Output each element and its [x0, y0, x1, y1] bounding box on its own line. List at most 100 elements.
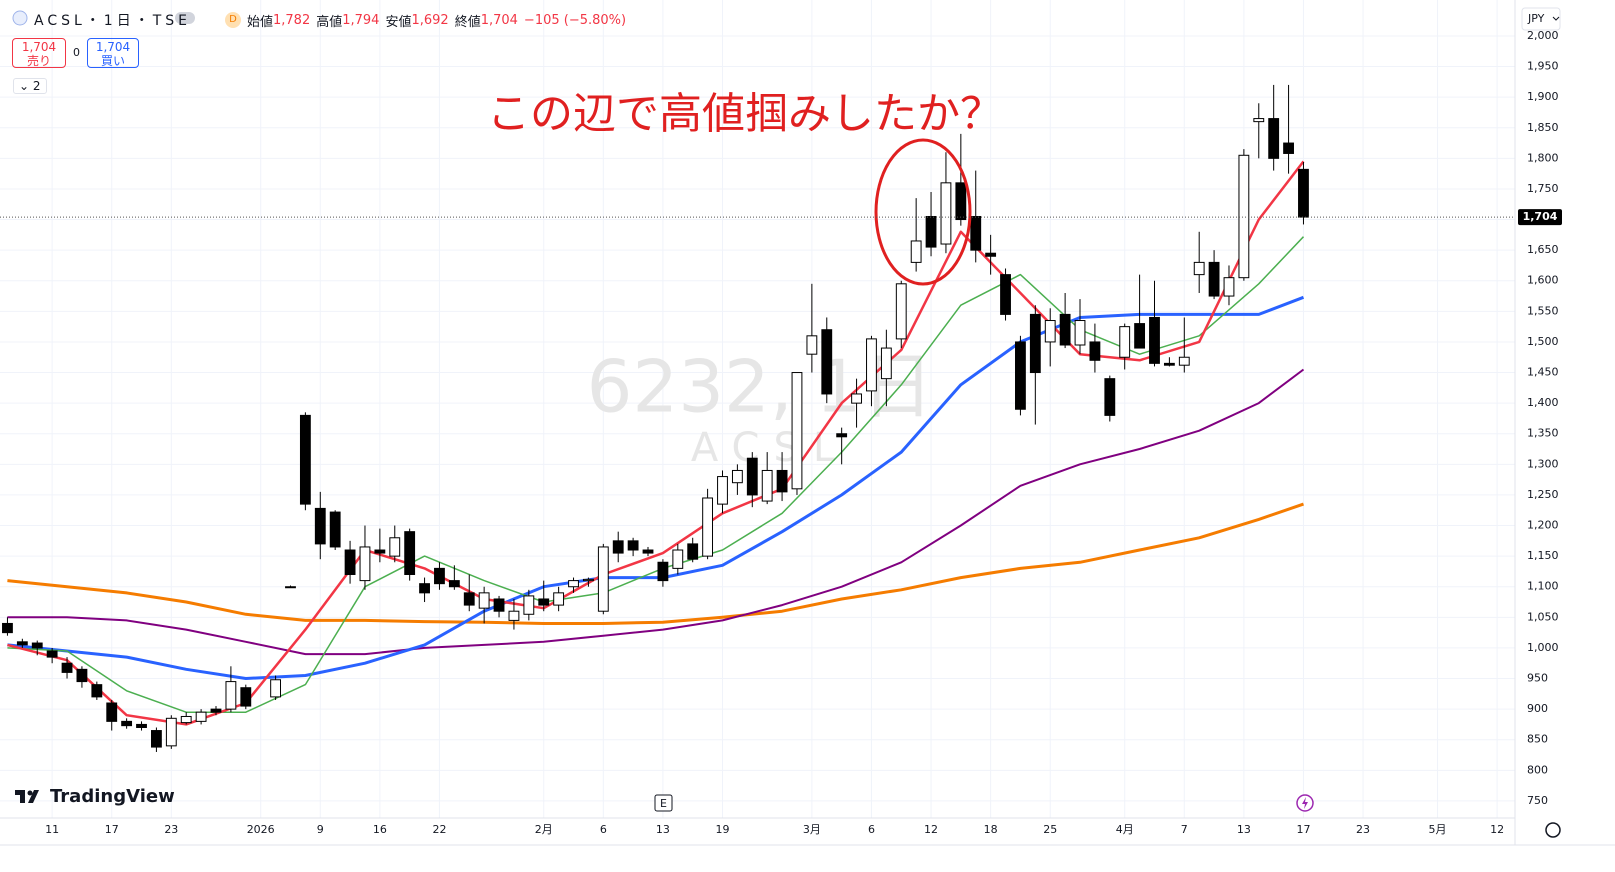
candle-body — [419, 583, 430, 594]
sell-label[interactable]: 売り — [26, 54, 51, 68]
candle-body — [910, 240, 922, 263]
candle-body — [895, 283, 907, 340]
candle-body — [627, 540, 639, 551]
candle-body — [1283, 142, 1294, 154]
x-tick-label: 18 — [984, 823, 998, 836]
y-tick-label: 1,600 — [1527, 274, 1559, 287]
candle-body — [1223, 277, 1235, 297]
currency-chevron — [1552, 16, 1560, 21]
event-marker[interactable]: E — [660, 797, 667, 810]
candle-body — [1208, 261, 1220, 297]
candles — [2, 84, 1309, 752]
candle-body — [702, 497, 714, 557]
candle-body — [76, 668, 88, 683]
brand-logo: TradingView — [15, 786, 175, 807]
candle-body — [880, 347, 892, 380]
candle-body — [1074, 320, 1086, 346]
change: −105 (−5.80%) — [523, 12, 627, 28]
x-tick-label: 12 — [924, 823, 938, 836]
candle-body — [672, 549, 684, 569]
candle-body — [493, 598, 505, 612]
candle-body — [151, 730, 162, 748]
y-tick-label: 1,000 — [1527, 641, 1559, 654]
candle-body — [925, 215, 937, 248]
ohlc-label: 終値 — [454, 14, 481, 30]
logo-dot — [27, 790, 33, 796]
watermark-name: ACSL — [691, 425, 849, 471]
candle-body — [299, 414, 311, 505]
ohlc-label: 安値 — [385, 14, 412, 30]
moving-average-line — [7, 502, 1304, 625]
y-tick-label: 800 — [1527, 763, 1548, 776]
annotation-circle — [874, 138, 972, 286]
x-tick-label: 16 — [373, 823, 387, 836]
candle-body — [940, 182, 952, 245]
x-tick-label: 9 — [317, 823, 324, 836]
candle-body — [61, 662, 73, 673]
candle-body — [136, 723, 147, 728]
x-tick-label: 12 — [1490, 823, 1504, 836]
candle-body — [1193, 261, 1205, 276]
y-tick-label: 1,850 — [1527, 121, 1559, 134]
candle-body — [210, 708, 222, 713]
indicator-toggle[interactable]: ⌄ 2 — [13, 78, 47, 94]
x-tick-label: 17 — [1296, 823, 1310, 836]
candle-body — [285, 586, 296, 589]
buy-button[interactable]: 1,704 買い — [87, 38, 139, 68]
y-tick-label: 850 — [1527, 733, 1548, 746]
candle-body — [46, 650, 58, 658]
candle-body — [195, 711, 207, 722]
currency[interactable]: JPY — [1527, 12, 1545, 25]
candle-body — [1044, 320, 1056, 343]
x-tick-label: 5月 — [1429, 823, 1447, 836]
event-box[interactable] — [654, 794, 673, 812]
symbol: ACSL・1日・TSE — [34, 13, 191, 29]
ohlc-value: 1,782 — [273, 12, 311, 28]
x-tick-label: 22 — [432, 823, 446, 836]
candle-body — [1253, 118, 1265, 123]
y-tick-label: 1,350 — [1527, 427, 1559, 440]
y-tick-label: 1,300 — [1527, 457, 1559, 470]
sell-button[interactable]: 1,704 売り — [12, 38, 66, 68]
x-tick-label: 11 — [45, 823, 59, 836]
currency-button[interactable] — [1521, 7, 1561, 31]
candle-body — [791, 372, 803, 490]
ohlc-value: 1,692 — [411, 12, 449, 28]
x-tick-label: 2月 — [535, 823, 553, 836]
y-tick-label: 1,450 — [1527, 366, 1559, 379]
candle-body — [404, 531, 416, 575]
settings-icon[interactable] — [1545, 822, 1561, 838]
y-tick-label: 1,950 — [1527, 60, 1559, 73]
candle-body — [687, 543, 699, 560]
interval-badge[interactable]: D — [224, 12, 241, 28]
y-tick-label: 1,900 — [1527, 90, 1559, 103]
candle-body — [1238, 154, 1250, 279]
toggle[interactable] — [175, 12, 195, 24]
candle-body — [642, 549, 654, 554]
x-tick-label: 13 — [656, 823, 670, 836]
candle-body — [597, 546, 609, 612]
y-tick-label: 1,800 — [1527, 151, 1559, 164]
candle-body — [523, 595, 535, 615]
sell-price[interactable]: 1,704 — [21, 40, 57, 54]
y-tick-label: 750 — [1527, 794, 1548, 807]
candle-body — [657, 561, 669, 582]
x-tick-label: 7 — [1181, 823, 1188, 836]
candle-body — [731, 469, 743, 484]
header: ACSL・1日・TSE D 始値 1,782 高値 1,794 安値 1,692 終値… — [34, 10, 626, 30]
candle-body — [1059, 313, 1071, 346]
last-price-label: 1,704 — [1523, 210, 1558, 223]
candle-body — [240, 687, 252, 707]
buy-price[interactable]: 1,704 — [95, 40, 131, 54]
candle-body — [1089, 341, 1101, 361]
y-tick-label: 1,100 — [1527, 580, 1559, 593]
indicator-count[interactable]: 2 — [32, 79, 41, 93]
candle-body — [2, 622, 13, 634]
x-tick-label: 17 — [105, 823, 119, 836]
axes: 750 800 850 900 950 1,000 1,050 1,100 1,150 1,200… — [0, 29, 1562, 836]
y-tick-label: 1,550 — [1527, 304, 1559, 317]
candle-body — [225, 681, 237, 710]
candle-body — [16, 641, 28, 646]
buy-label[interactable]: 買い — [100, 54, 125, 68]
